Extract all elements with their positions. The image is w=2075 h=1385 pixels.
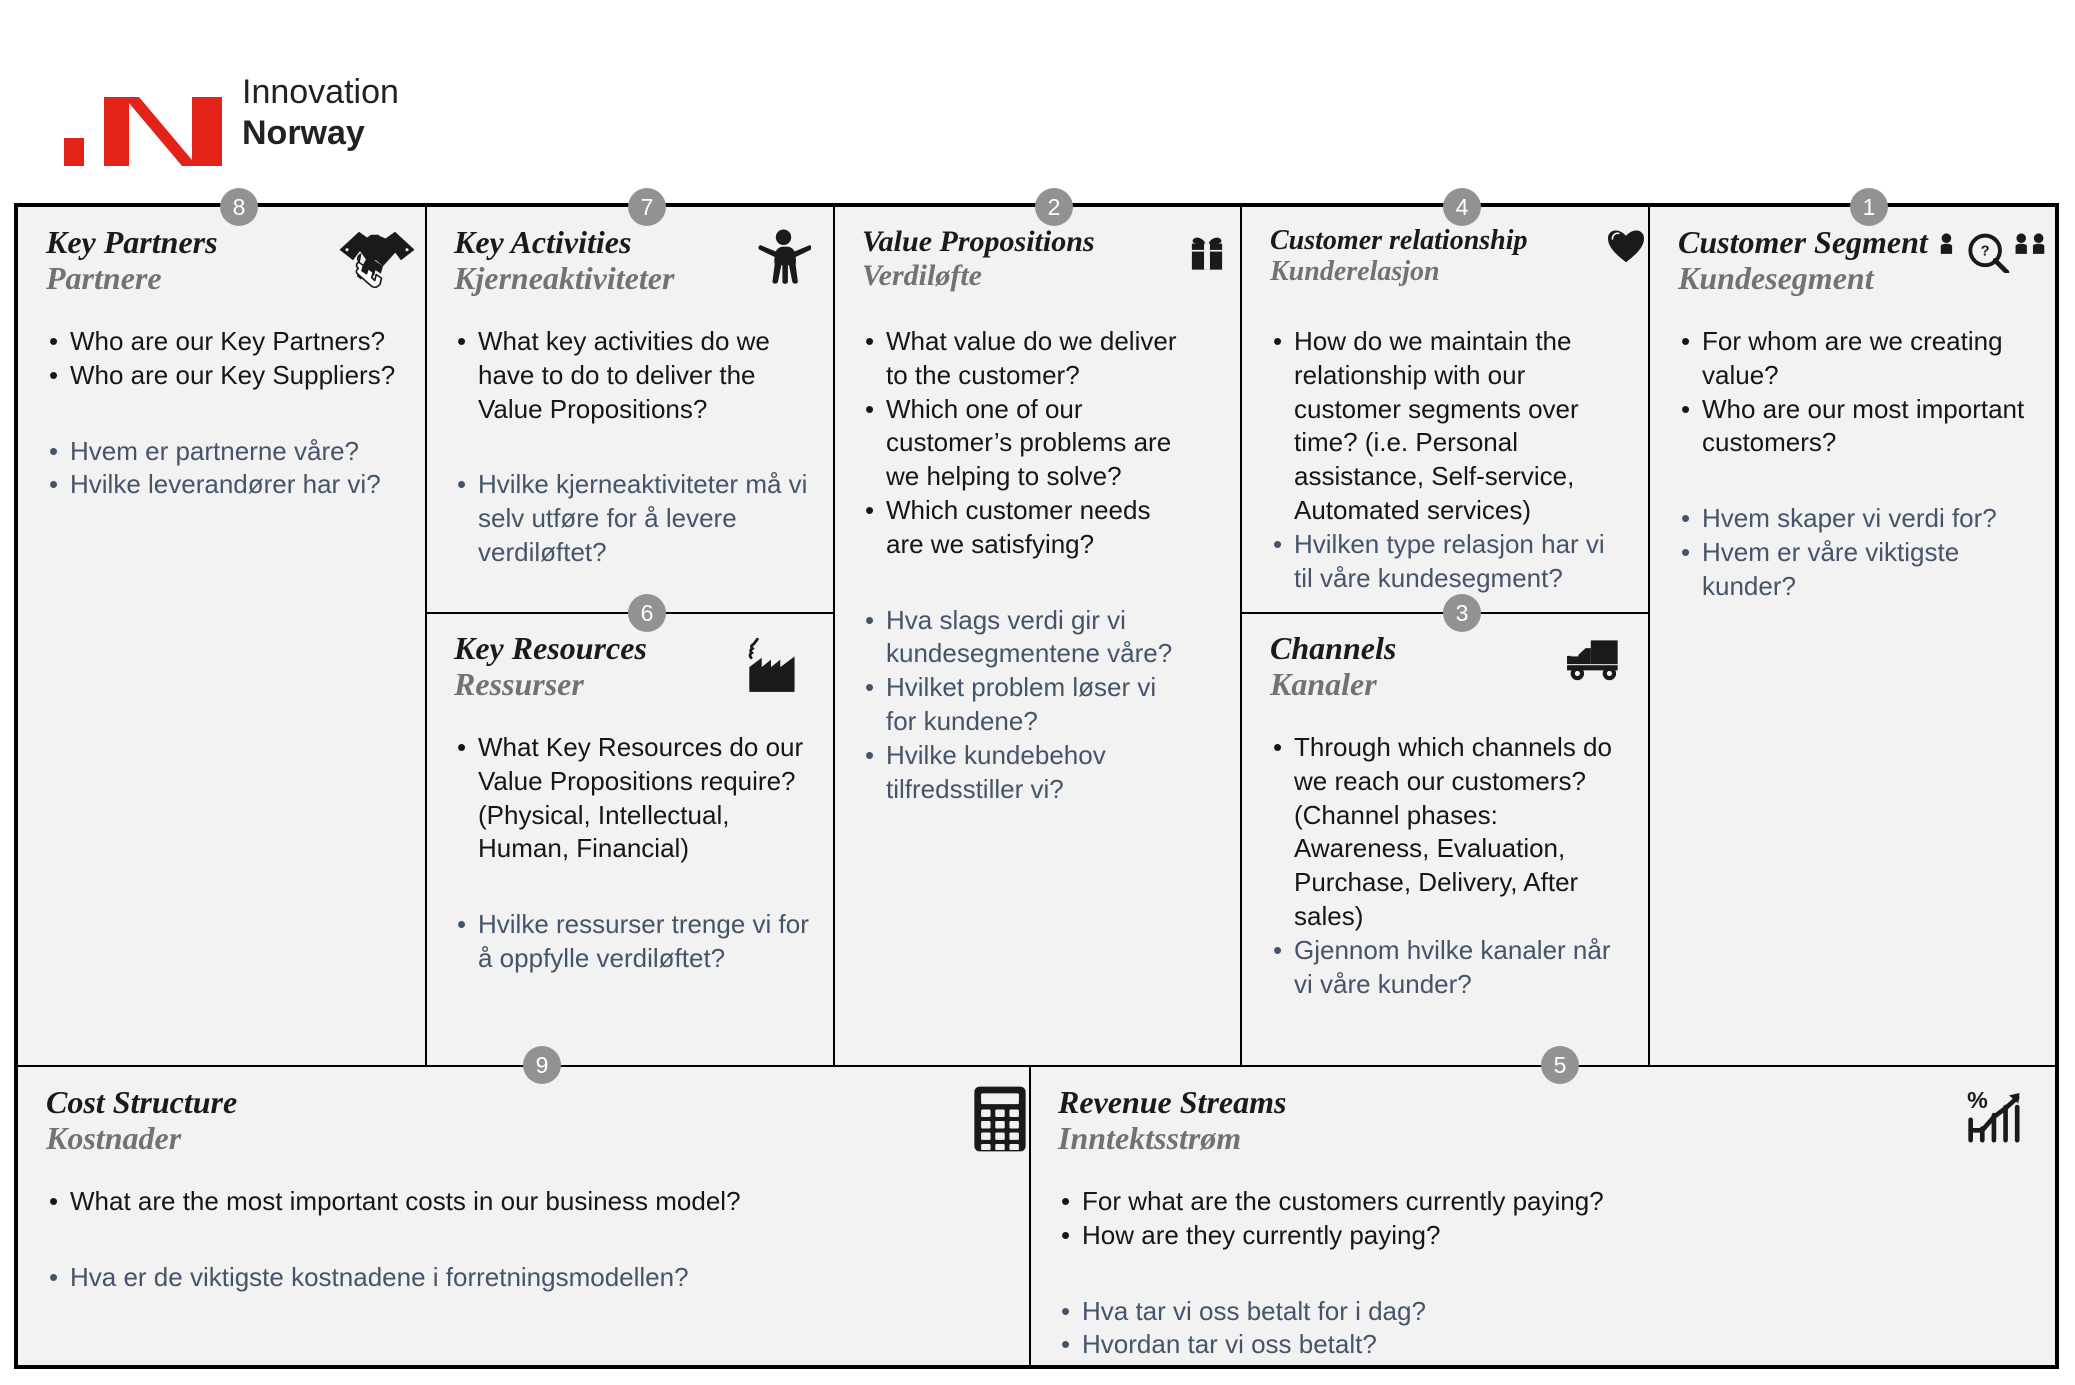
svg-text:%: %	[1967, 1087, 1988, 1113]
svg-text:?: ?	[1981, 244, 1990, 260]
